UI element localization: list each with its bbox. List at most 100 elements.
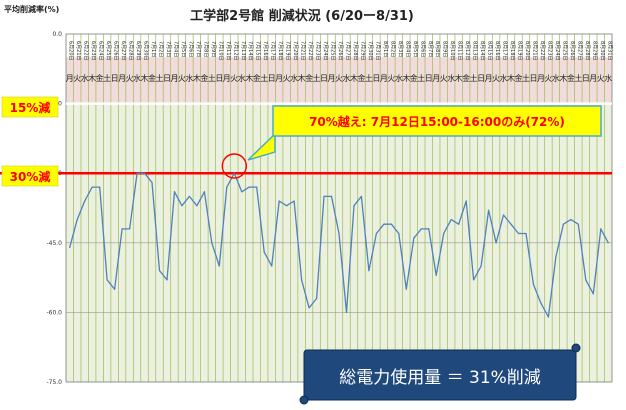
series-point [278,200,280,202]
x-weekday-label: 水 [185,73,193,83]
x-weekday-label: 木 [507,73,515,83]
x-date-label: 7月13日 [240,41,246,61]
x-date-label: 7月27日 [344,41,350,61]
x-date-label: 6月30日 [143,41,149,61]
x-weekday-label: 月 [380,74,388,83]
x-weekday-label: 土 [313,73,321,83]
x-weekday-label: 土 [574,73,582,83]
chart-title: 工学部2号館 削減状況 (6/20ー8/31) [190,8,414,24]
series-point [128,228,131,230]
series-point [375,232,377,235]
x-date-label: 8月6日 [419,41,425,57]
x-weekday-label: 木 [402,73,410,83]
x-weekday-label: 木 [455,73,463,83]
x-weekday-label: 金 [567,73,575,83]
x-weekday-label: 日 [529,74,537,83]
x-weekday-label: 水 [238,73,246,83]
x-weekday-label: 金 [305,73,313,83]
series-point [241,191,243,193]
x-weekday-label: 水 [81,73,89,83]
x-weekday-label: 月 [66,74,74,83]
series-point [592,293,594,295]
x-date-label: 8月13日 [472,41,478,61]
series-point [517,232,520,235]
x-weekday-label: 水 [342,73,350,83]
x-weekday-label: 日 [163,74,171,83]
x-weekday-label: 土 [522,73,530,83]
x-weekday-label: 火 [73,74,81,83]
x-date-label: 7月8日 [202,41,208,57]
x-weekday-label: 火 [126,74,134,83]
x-weekday-label: 月 [275,74,283,83]
band-date-area [66,34,612,58]
x-weekday-label: 水 [552,73,560,83]
series-point [99,186,101,188]
x-date-label: 7月20日 [292,41,298,61]
x-weekday-label: 木 [193,73,201,83]
x-weekday-label: 金 [148,73,156,83]
x-date-label: 8月31日 [606,41,612,61]
x-weekday-label: 月 [537,74,545,83]
ref-label-30-text: 30%減 [10,169,51,184]
x-weekday-label: 木 [88,73,96,83]
series-point [487,209,490,211]
series-point [600,228,602,230]
x-date-label: 7月10日 [217,41,223,61]
series-point [540,302,542,304]
x-weekday-label: 土 [103,73,111,83]
x-date-label: 7月31日 [374,41,380,61]
series-point [114,288,116,290]
x-date-label: 8月1日 [382,41,388,57]
series-point [413,237,415,239]
series-point [502,214,505,216]
x-weekday-label: 日 [425,74,433,83]
x-weekday-label: 金 [410,73,418,83]
x-date-label: 7月4日 [172,41,178,57]
x-weekday-label: 水 [395,73,403,83]
x-date-label: 8月24日 [554,41,560,61]
x-date-label: 8月10日 [449,41,455,61]
y-tick-label: -60.0 [46,309,62,316]
x-weekday-label: 水 [447,73,455,83]
x-weekday-label: 火 [597,74,605,83]
series-point [173,191,176,193]
x-date-label: 7月19日 [285,41,291,61]
x-date-label: 7月16日 [262,41,268,61]
series-point [248,186,250,188]
series-point [271,265,273,267]
series-point [263,251,265,253]
x-weekday-label: 火 [335,74,343,83]
x-weekday-label: 金 [96,73,104,83]
x-date-label: 8月16日 [494,41,500,61]
x-weekday-label: 土 [208,73,216,83]
x-weekday-label: 日 [215,74,223,83]
x-weekday-label: 水 [500,73,508,83]
x-date-label: 8月5日 [412,41,418,57]
annotation-box [272,105,602,137]
ref-label-30-box [1,165,59,187]
series-point [301,279,303,281]
band-under-15 [66,57,612,104]
series-point [547,316,550,318]
annotation-pointer [247,132,276,161]
banner-curl-top [571,343,581,353]
x-weekday-label: 金 [515,73,523,83]
ref-label-15-text: 15%減 [10,100,51,115]
x-date-label: 6月22日 [83,41,89,61]
x-weekday-label: 月 [118,74,126,83]
x-weekday-label: 土 [470,73,478,83]
series-point [338,232,340,235]
x-date-label: 7月2日 [157,41,163,57]
series-point [607,242,609,244]
series-point [368,270,370,272]
x-date-label: 6月21日 [75,41,81,61]
x-date-label: 6月24日 [98,41,104,61]
x-date-label: 7月24日 [322,41,328,61]
x-date-label: 7月5日 [180,41,186,57]
x-weekday-label: 火 [492,74,500,83]
x-weekday-label: 金 [253,73,261,83]
x-weekday-label: 月 [223,74,231,83]
reference-lines [0,102,612,175]
x-weekday-label: 木 [350,73,358,83]
